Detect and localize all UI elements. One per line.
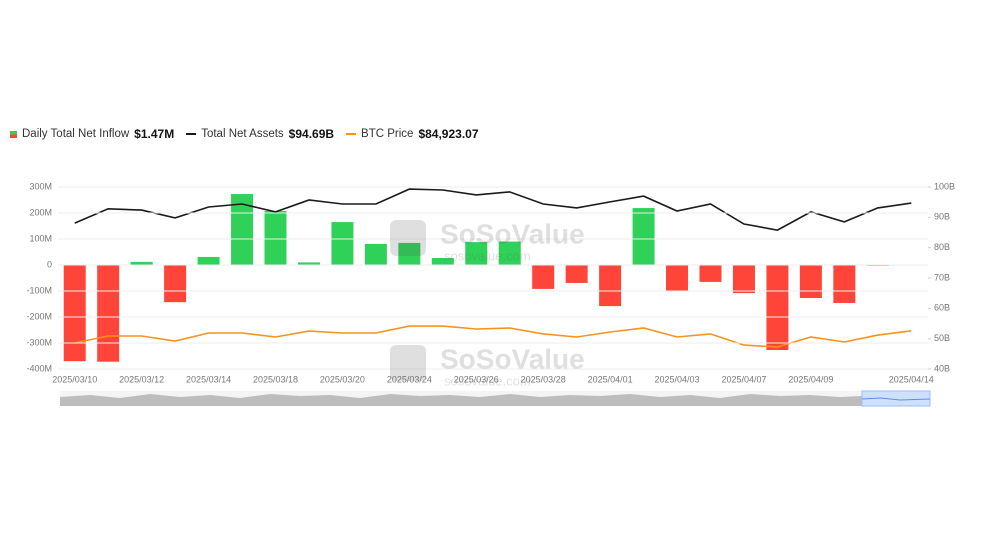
bar — [766, 265, 789, 351]
bar — [632, 208, 655, 265]
x-tick-label: 2025/03/14 — [186, 374, 231, 384]
legend-item[interactable]: Total Net Assets $94.69B — [186, 127, 334, 141]
watermark: SoSoValue sosovalue.com SoSoValue sosova… — [390, 218, 585, 388]
bar — [799, 265, 822, 299]
bar — [833, 265, 856, 303]
bar — [197, 256, 220, 265]
x-tick-label: 2025/03/24 — [387, 374, 432, 384]
y-tick-label: -300M — [26, 337, 52, 347]
bar — [130, 261, 153, 265]
y2-tick-label: 90B — [934, 212, 950, 222]
bar — [431, 257, 454, 265]
bar — [732, 265, 755, 294]
legend-swatch — [186, 133, 197, 135]
navigator — [60, 390, 931, 407]
x-tick-label: 2025/04/03 — [655, 374, 700, 384]
legend-swatch — [346, 133, 357, 135]
bar — [364, 243, 387, 265]
x-tick-label: 2025/04/07 — [721, 374, 766, 384]
x-tick-label: 2025/03/26 — [454, 374, 499, 384]
legend: Daily Total Net Inflow $1.47M Total Net A… — [10, 127, 479, 141]
legend-item[interactable]: BTC Price $84,923.07 — [346, 127, 479, 141]
bar — [164, 265, 187, 303]
line — [74, 188, 912, 231]
watermark-url: sosovalue.com — [444, 248, 531, 263]
watermark-url: sosovalue.com — [444, 373, 531, 388]
x-tick-label: 2025/03/12 — [119, 374, 164, 384]
legend-label: Total Net Assets — [201, 128, 284, 140]
bar — [599, 265, 622, 307]
watermark-logo — [390, 345, 426, 381]
x-tick-label: 2025/04/09 — [788, 374, 833, 384]
x-tick-label: 2025/03/18 — [253, 374, 298, 384]
bar — [63, 265, 86, 362]
legend-value: $94.69B — [288, 127, 335, 141]
x-tick-label: 2025/04/01 — [588, 374, 633, 384]
bar — [297, 262, 320, 265]
navigator-line — [861, 397, 931, 401]
y-tick-label: -200M — [26, 311, 52, 321]
bar — [97, 265, 120, 362]
x-tick-label: 2025/04/14 — [889, 374, 934, 384]
bar — [666, 265, 689, 291]
watermark-logo — [390, 220, 426, 256]
bar — [565, 265, 588, 283]
y-tick-label: 100M — [29, 233, 52, 243]
y-tick-label: 200M — [29, 207, 52, 217]
bar — [532, 265, 555, 289]
bar — [331, 222, 354, 265]
y2-tick-label: 70B — [934, 272, 950, 282]
watermark-text: SoSoValue — [440, 343, 585, 374]
legend-label: Daily Total Net Inflow — [22, 128, 130, 140]
bar — [231, 194, 254, 265]
x-tick-label: 2025/03/28 — [521, 374, 566, 384]
x-tick-label: 2025/03/10 — [52, 374, 97, 384]
y-tick-label: -400M — [26, 363, 52, 373]
navigator-area — [60, 394, 862, 406]
legend-value: $1.47M — [134, 127, 175, 141]
legend-item[interactable]: Daily Total Net Inflow $1.47M — [10, 127, 174, 141]
y-tick-label: -100M — [26, 285, 52, 295]
legend-label: BTC Price — [361, 128, 414, 140]
y2-tick-label: 40B — [934, 363, 950, 373]
legend-swatch — [10, 130, 17, 138]
y2-tick-label: 60B — [934, 303, 950, 313]
bar — [465, 242, 488, 265]
watermark-text: SoSoValue — [440, 218, 585, 249]
bar — [264, 210, 287, 265]
y2-tick-label: 100B — [934, 181, 955, 191]
y-tick-label: 300M — [29, 181, 52, 191]
bar — [398, 242, 421, 265]
y2-tick-label: 50B — [934, 333, 950, 343]
bar — [498, 241, 521, 265]
bar — [699, 265, 722, 282]
line — [74, 325, 912, 348]
x-tick-label: 2025/03/20 — [320, 374, 365, 384]
y-tick-label: 0 — [47, 259, 52, 269]
legend-value: $84,923.07 — [418, 127, 479, 141]
y2-tick-label: 80B — [934, 242, 950, 252]
